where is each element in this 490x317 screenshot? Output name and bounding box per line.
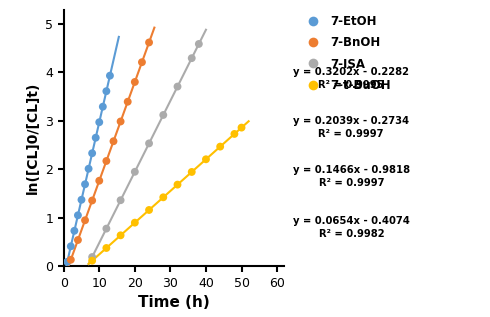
Point	[124, 99, 132, 104]
Point	[173, 182, 181, 187]
Point	[96, 120, 103, 125]
Point	[67, 257, 75, 262]
Point	[71, 228, 78, 233]
Point	[85, 166, 93, 171]
Point	[131, 220, 139, 225]
X-axis label: Time (h): Time (h)	[138, 295, 210, 310]
Point	[117, 119, 124, 124]
Point	[88, 255, 96, 260]
Point	[81, 218, 89, 223]
Point	[230, 131, 238, 136]
Point	[102, 89, 110, 94]
Point	[145, 207, 153, 212]
Point	[88, 258, 96, 263]
Point	[195, 42, 203, 47]
Point	[117, 198, 124, 203]
Point	[238, 125, 245, 130]
Point	[102, 158, 110, 164]
Point	[81, 182, 89, 187]
Point	[173, 84, 181, 89]
Point	[106, 73, 114, 78]
Point	[117, 233, 124, 238]
Point	[159, 113, 167, 118]
Point	[88, 198, 96, 203]
Point	[96, 178, 103, 183]
Point	[74, 237, 82, 243]
Point	[77, 197, 85, 202]
Point	[145, 141, 153, 146]
Y-axis label: ln([CL]0/[CL]t): ln([CL]0/[CL]t)	[26, 82, 40, 194]
Point	[188, 169, 196, 174]
Point	[202, 157, 210, 162]
Point	[102, 245, 110, 250]
Point	[102, 226, 110, 231]
Point	[67, 244, 75, 249]
Text: y = 0.1466x - 0.9818
R² = 0.9997: y = 0.1466x - 0.9818 R² = 0.9997	[293, 165, 410, 188]
Point	[145, 40, 153, 45]
Text: y = 0.0654x - 0.4074
R² = 0.9982: y = 0.0654x - 0.4074 R² = 0.9982	[293, 216, 410, 239]
Point	[131, 169, 139, 174]
Point	[159, 195, 167, 200]
Point	[138, 60, 146, 65]
Text: y = 0.2039x - 0.2734
R² = 0.9997: y = 0.2039x - 0.2734 R² = 0.9997	[293, 116, 409, 139]
Text: y = 0.3202x - 0.2282
R² = 0.9995: y = 0.3202x - 0.2282 R² = 0.9995	[293, 67, 409, 90]
Point	[88, 151, 96, 156]
Point	[216, 144, 224, 149]
Point	[188, 55, 196, 61]
Legend: 7-EtOH, 7-BnOH, 7-ISA, 7-t-BuOH: 7-EtOH, 7-BnOH, 7-ISA, 7-t-BuOH	[297, 10, 395, 96]
Point	[92, 135, 99, 140]
Point	[99, 104, 107, 109]
Point	[131, 80, 139, 85]
Point	[110, 139, 118, 144]
Point	[74, 213, 82, 218]
Point	[63, 259, 71, 264]
